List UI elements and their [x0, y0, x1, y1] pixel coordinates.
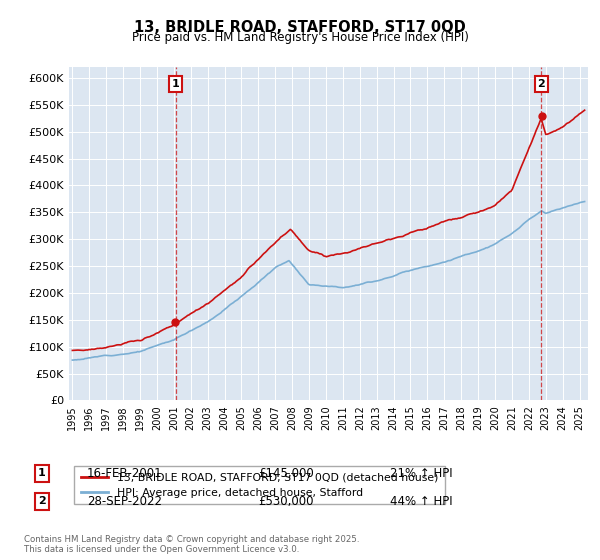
Text: 2: 2	[537, 79, 545, 89]
Text: 1: 1	[172, 79, 179, 89]
Text: £530,000: £530,000	[258, 494, 314, 508]
Text: £145,000: £145,000	[258, 466, 314, 480]
Text: 1: 1	[38, 468, 46, 478]
Text: Price paid vs. HM Land Registry's House Price Index (HPI): Price paid vs. HM Land Registry's House …	[131, 31, 469, 44]
Text: 21% ↑ HPI: 21% ↑ HPI	[390, 466, 452, 480]
Text: 13, BRIDLE ROAD, STAFFORD, ST17 0QD: 13, BRIDLE ROAD, STAFFORD, ST17 0QD	[134, 20, 466, 35]
Text: 2: 2	[38, 496, 46, 506]
Text: 16-FEB-2001: 16-FEB-2001	[87, 466, 163, 480]
Text: Contains HM Land Registry data © Crown copyright and database right 2025.
This d: Contains HM Land Registry data © Crown c…	[24, 535, 359, 554]
Text: 44% ↑ HPI: 44% ↑ HPI	[390, 494, 452, 508]
Legend: 13, BRIDLE ROAD, STAFFORD, ST17 0QD (detached house), HPI: Average price, detach: 13, BRIDLE ROAD, STAFFORD, ST17 0QD (det…	[74, 466, 445, 504]
Text: 28-SEP-2022: 28-SEP-2022	[87, 494, 162, 508]
